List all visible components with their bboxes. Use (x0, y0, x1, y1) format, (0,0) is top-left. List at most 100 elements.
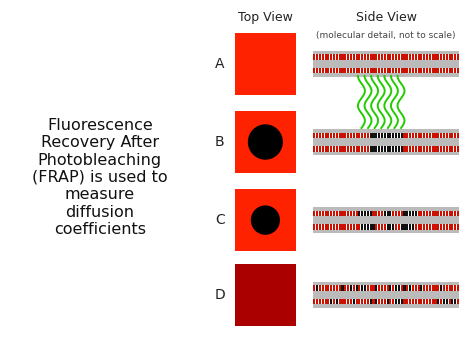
Bar (313, 138, 459, 146)
Bar (409, 68, 411, 73)
Bar (440, 68, 442, 73)
Bar (344, 299, 346, 304)
Bar (367, 132, 369, 138)
Bar (344, 54, 346, 60)
Bar (344, 132, 346, 138)
Bar (361, 299, 363, 304)
Bar (398, 224, 400, 230)
Bar (364, 224, 366, 230)
Bar (403, 285, 406, 291)
Bar (415, 146, 417, 152)
Bar (381, 68, 383, 73)
Bar (338, 211, 341, 216)
Bar (457, 68, 459, 73)
Bar (375, 224, 377, 230)
Bar (350, 285, 352, 291)
Bar (387, 299, 389, 304)
Bar (367, 211, 369, 216)
Bar (440, 285, 442, 291)
Bar (367, 224, 369, 230)
Bar (333, 224, 335, 230)
Bar (426, 285, 428, 291)
Bar (389, 299, 392, 304)
Bar (415, 68, 417, 73)
Bar (448, 54, 451, 60)
Bar (373, 299, 374, 304)
Bar (406, 299, 408, 304)
Bar (412, 224, 414, 230)
Bar (325, 132, 327, 138)
Bar (454, 132, 456, 138)
Bar (370, 54, 372, 60)
Bar (448, 224, 451, 230)
Bar (457, 224, 459, 230)
Bar (333, 68, 335, 73)
Bar (435, 285, 437, 291)
Bar (330, 285, 332, 291)
Bar (319, 224, 321, 230)
Bar (426, 54, 428, 60)
Bar (429, 224, 431, 230)
Bar (350, 68, 352, 73)
Bar (330, 299, 332, 304)
Bar (358, 146, 360, 152)
Bar (409, 285, 411, 291)
Bar (361, 54, 363, 60)
Bar (353, 146, 355, 152)
Bar (448, 68, 451, 73)
Bar (370, 68, 372, 73)
Bar (338, 54, 341, 60)
Bar (398, 299, 400, 304)
Bar (313, 132, 315, 138)
Bar (313, 291, 459, 299)
Bar (426, 146, 428, 152)
Bar (412, 285, 414, 291)
Text: Side View: Side View (356, 11, 417, 24)
Text: Top View: Top View (238, 11, 293, 24)
Circle shape (248, 125, 282, 159)
Bar (418, 224, 419, 230)
Bar (426, 224, 428, 230)
Bar (398, 68, 400, 73)
Bar (438, 285, 439, 291)
Text: A: A (215, 57, 225, 71)
Bar (384, 224, 386, 230)
Bar (457, 54, 459, 60)
Bar (338, 68, 341, 73)
Bar (429, 285, 431, 291)
Bar (457, 211, 459, 216)
Bar (446, 224, 448, 230)
Bar (440, 132, 442, 138)
Bar (401, 146, 403, 152)
Bar (438, 224, 439, 230)
Bar (336, 68, 338, 73)
Bar (341, 211, 344, 216)
Bar (401, 211, 403, 216)
Bar (406, 211, 408, 216)
Bar (313, 54, 315, 60)
Bar (330, 68, 332, 73)
Bar (364, 146, 366, 152)
Bar (395, 285, 397, 291)
Text: Fluorescence
Recovery After
Photobleaching
(FRAP) is used to
measure
diffusion
c: Fluorescence Recovery After Photobleachi… (32, 118, 168, 237)
Bar (423, 68, 425, 73)
Bar (328, 132, 329, 138)
Bar (338, 132, 341, 138)
Bar (350, 211, 352, 216)
Bar (341, 132, 344, 138)
Bar (353, 211, 355, 216)
Bar (313, 146, 315, 152)
Bar (426, 299, 428, 304)
Bar (443, 54, 445, 60)
Bar (384, 54, 386, 60)
Bar (435, 68, 437, 73)
Bar (381, 211, 383, 216)
Bar (356, 68, 357, 73)
Bar (406, 224, 408, 230)
Bar (316, 299, 318, 304)
Bar (401, 68, 403, 73)
Bar (316, 146, 318, 152)
Bar (322, 68, 324, 73)
Bar (418, 211, 419, 216)
Bar (423, 299, 425, 304)
